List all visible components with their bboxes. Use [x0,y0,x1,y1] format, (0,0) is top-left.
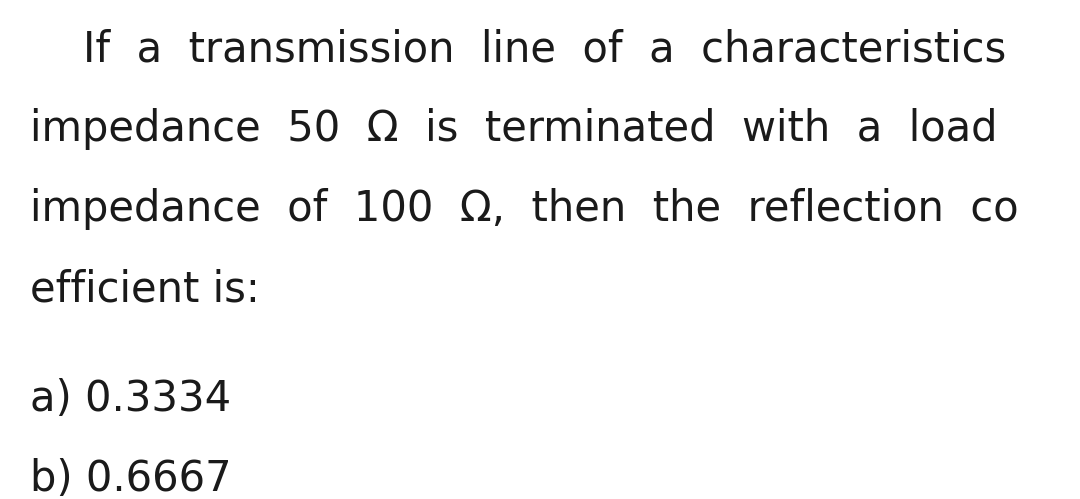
Text: impedance  50  Ω  is  terminated  with  a  load: impedance 50 Ω is terminated with a load [30,108,998,150]
Text: b) 0.6667: b) 0.6667 [30,458,231,499]
Text: impedance  of  100  Ω,  then  the  reflection  co: impedance of 100 Ω, then the reflection … [30,188,1018,230]
Text: If  a  transmission  line  of  a  characteristics: If a transmission line of a characterist… [30,28,1007,70]
Text: a) 0.3334: a) 0.3334 [30,378,231,420]
Text: efficient is:: efficient is: [30,268,260,310]
